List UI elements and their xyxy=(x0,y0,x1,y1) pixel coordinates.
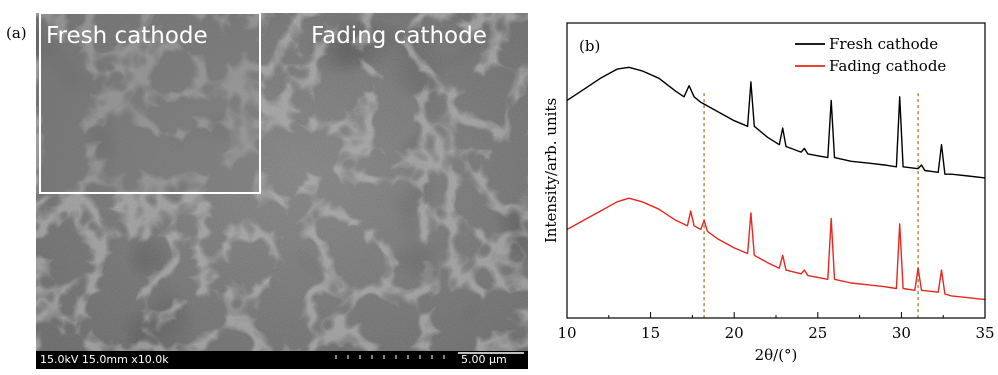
scale-bar-label: 5.00 μm xyxy=(461,353,507,366)
x-tick-label: 35 xyxy=(975,324,994,342)
panel-a-label: (a) xyxy=(6,24,27,42)
series-line-fresh xyxy=(566,66,986,179)
x-axis-label: 2θ/(°) xyxy=(755,346,798,364)
x-tick-label: 10 xyxy=(557,324,576,342)
y-axis-label: Intensity/arb. units xyxy=(542,98,560,243)
sem-image xyxy=(36,13,528,369)
scale-ticks xyxy=(335,355,445,359)
xrd-chart: 10 15 20 25 30 35 2θ/(°) Intensity/arb. units (b… xyxy=(538,8,998,371)
inset-frame xyxy=(39,13,261,194)
x-tick-label: 20 xyxy=(725,324,744,342)
x-tick-label: 15 xyxy=(641,324,660,342)
scan-info: 15.0kV 15.0mm x10.0k xyxy=(40,353,169,366)
inset-image xyxy=(40,13,260,193)
x-tick-label: 25 xyxy=(808,324,827,342)
sem-micrograph: Fresh cathode Fading cathode 15.0kV 15.0… xyxy=(36,13,528,369)
panel-b-label: (b) xyxy=(579,37,600,55)
series-line-fading xyxy=(566,197,986,301)
x-tick-label: 30 xyxy=(892,324,911,342)
inset-caption: Fresh cathode xyxy=(46,23,208,49)
legend-label: Fresh cathode xyxy=(829,35,938,53)
sem-info-bar xyxy=(36,351,528,369)
legend-label: Fading cathode xyxy=(829,57,946,75)
xrd-chart-svg: 10 15 20 25 30 35 2θ/(°) Intensity/arb. units (b… xyxy=(542,22,995,364)
main-caption: Fading cathode xyxy=(311,23,487,49)
